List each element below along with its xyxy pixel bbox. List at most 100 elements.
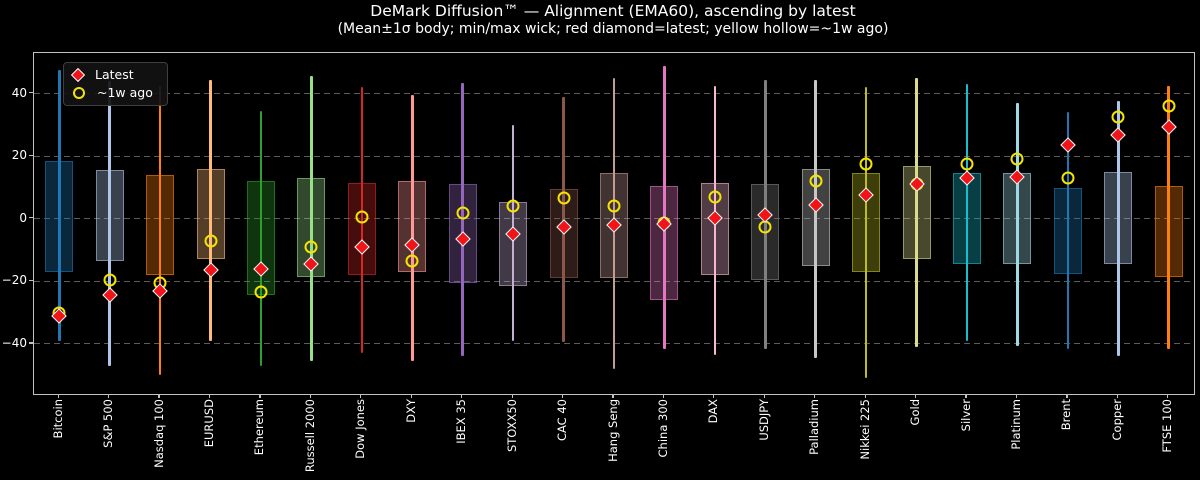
range-wick xyxy=(209,79,212,341)
column-ftse-100 xyxy=(1144,53,1194,394)
week-ago-circle-icon xyxy=(405,254,419,268)
x-tick-mark xyxy=(713,394,715,398)
range-wick xyxy=(1117,101,1120,357)
legend-item-latest: Latest xyxy=(70,67,153,83)
y-tick-mark xyxy=(29,92,33,94)
week-ago-circle-icon xyxy=(708,190,722,204)
title-block: DeMark Diffusion™ — Alignment (EMA60), a… xyxy=(33,2,1193,39)
column-nasdaq-100 xyxy=(135,53,185,394)
x-tick-label-silver: Silver xyxy=(958,399,973,432)
column-silver xyxy=(942,53,992,394)
x-tick-mark xyxy=(461,394,463,398)
y-tick-mark xyxy=(29,279,33,281)
column-russell-2000 xyxy=(286,53,336,394)
latest-diamond-icon xyxy=(1060,137,1076,154)
week-ago-circle-icon xyxy=(1111,110,1125,124)
x-tick-label-stoxx50: STOXX50 xyxy=(504,399,519,453)
x-tick-mark xyxy=(360,394,362,398)
x-tick-label-copper: Copper xyxy=(1109,399,1124,441)
chart-title: DeMark Diffusion™ — Alignment (EMA60), a… xyxy=(370,2,856,20)
x-tick-mark xyxy=(965,394,967,398)
x-tick-label-hang-seng: Hang Seng xyxy=(605,399,620,462)
week-ago-circle-icon xyxy=(607,199,621,213)
x-tick-label-china-300: China 300 xyxy=(655,399,670,458)
x-tick-mark xyxy=(814,394,816,398)
x-tick-label-ethereum: Ethereum xyxy=(252,399,267,456)
y-tick-label: −40 xyxy=(1,335,27,350)
x-tick-label-dax: DAX xyxy=(706,399,721,424)
column-nikkei-225 xyxy=(841,53,891,394)
range-wick xyxy=(57,70,61,341)
range-wick xyxy=(108,81,111,366)
column-usdjpy xyxy=(740,53,790,394)
range-wick xyxy=(663,65,666,349)
x-tick-label-platinum: Platinum xyxy=(1008,399,1023,450)
range-wick xyxy=(461,82,464,357)
week-ago-circle-icon xyxy=(1162,99,1176,113)
week-ago-circle-icon xyxy=(254,285,268,299)
x-tick-label-nasdaq-100: Nasdaq 100 xyxy=(151,399,166,468)
y-tick-label: 20 xyxy=(11,148,27,163)
column-eurusd xyxy=(185,53,235,394)
range-wick xyxy=(1066,112,1070,349)
x-tick-label-palladium: Palladium xyxy=(807,399,822,455)
range-wick xyxy=(915,78,918,348)
range-wick xyxy=(1167,85,1171,349)
column-copper xyxy=(1093,53,1143,394)
x-tick-label-cac-40: CAC 40 xyxy=(555,399,570,442)
column-hang-seng xyxy=(589,53,639,394)
legend: Latest ~1w ago xyxy=(63,62,168,106)
x-tick-mark xyxy=(1116,394,1118,398)
latest-diamond-icon xyxy=(101,287,118,304)
x-tick-mark xyxy=(612,394,614,398)
y-tick-mark xyxy=(29,217,33,219)
range-wick xyxy=(1016,103,1019,346)
y-tick-mark xyxy=(29,154,33,156)
range-wick xyxy=(158,85,162,376)
week-ago-circle-icon xyxy=(355,210,369,224)
column-bitcoin xyxy=(34,53,84,394)
y-tick-label: 40 xyxy=(11,85,27,100)
week-ago-circle-icon xyxy=(859,157,873,171)
column-ibex-35 xyxy=(437,53,487,394)
legend-label-latest: Latest xyxy=(95,67,134,82)
column-palladium xyxy=(791,53,841,394)
week-ago-circle-icon xyxy=(557,191,571,205)
x-tick-label-dow-jones: Dow Jones xyxy=(353,399,368,459)
latest-diamond-icon xyxy=(70,68,86,83)
x-tick-mark xyxy=(259,394,261,398)
y-tick-mark xyxy=(29,342,33,344)
column-china-300 xyxy=(639,53,689,394)
legend-label-week-ago: ~1w ago xyxy=(97,84,153,100)
x-tick-label-ftse-100: FTSE 100 xyxy=(1160,399,1175,453)
y-tick-label: −20 xyxy=(1,273,27,288)
week-ago-circle-icon xyxy=(103,273,117,287)
x-tick-label-usdjpy: USDJPY xyxy=(756,399,771,441)
x-tick-label-russell-2000: Russell 2000 xyxy=(302,399,317,473)
x-tick-label-dxy: DXY xyxy=(403,399,418,423)
week-ago-circle-icon xyxy=(1061,171,1075,185)
x-tick-label-eurusd: EURUSD xyxy=(202,399,217,448)
week-ago-circle-icon xyxy=(809,174,823,188)
x-tick-mark xyxy=(763,394,765,398)
x-tick-mark xyxy=(108,394,110,398)
x-tick-mark xyxy=(1066,394,1068,398)
x-tick-label-brent: Brent xyxy=(1059,399,1074,431)
x-tick-label-bitcoin: Bitcoin xyxy=(50,399,65,439)
y-tick-label: 0 xyxy=(19,210,27,225)
column-stoxx50 xyxy=(488,53,538,394)
column-platinum xyxy=(992,53,1042,394)
x-tick-mark xyxy=(57,394,59,398)
week-ago-circle-icon xyxy=(204,234,217,248)
x-tick-mark xyxy=(662,394,665,398)
latest-diamond-icon xyxy=(202,262,219,279)
range-wick xyxy=(410,95,414,362)
x-tick-mark xyxy=(864,394,866,398)
x-tick-label-ibex-35: IBEX 35 xyxy=(454,399,469,444)
week-ago-circle-icon xyxy=(960,157,974,171)
x-tick-mark xyxy=(1015,394,1018,398)
x-tick-mark xyxy=(561,394,564,398)
x-tick-mark xyxy=(511,394,513,398)
week-ago-circle-icon xyxy=(456,206,470,220)
range-wick xyxy=(814,79,818,358)
